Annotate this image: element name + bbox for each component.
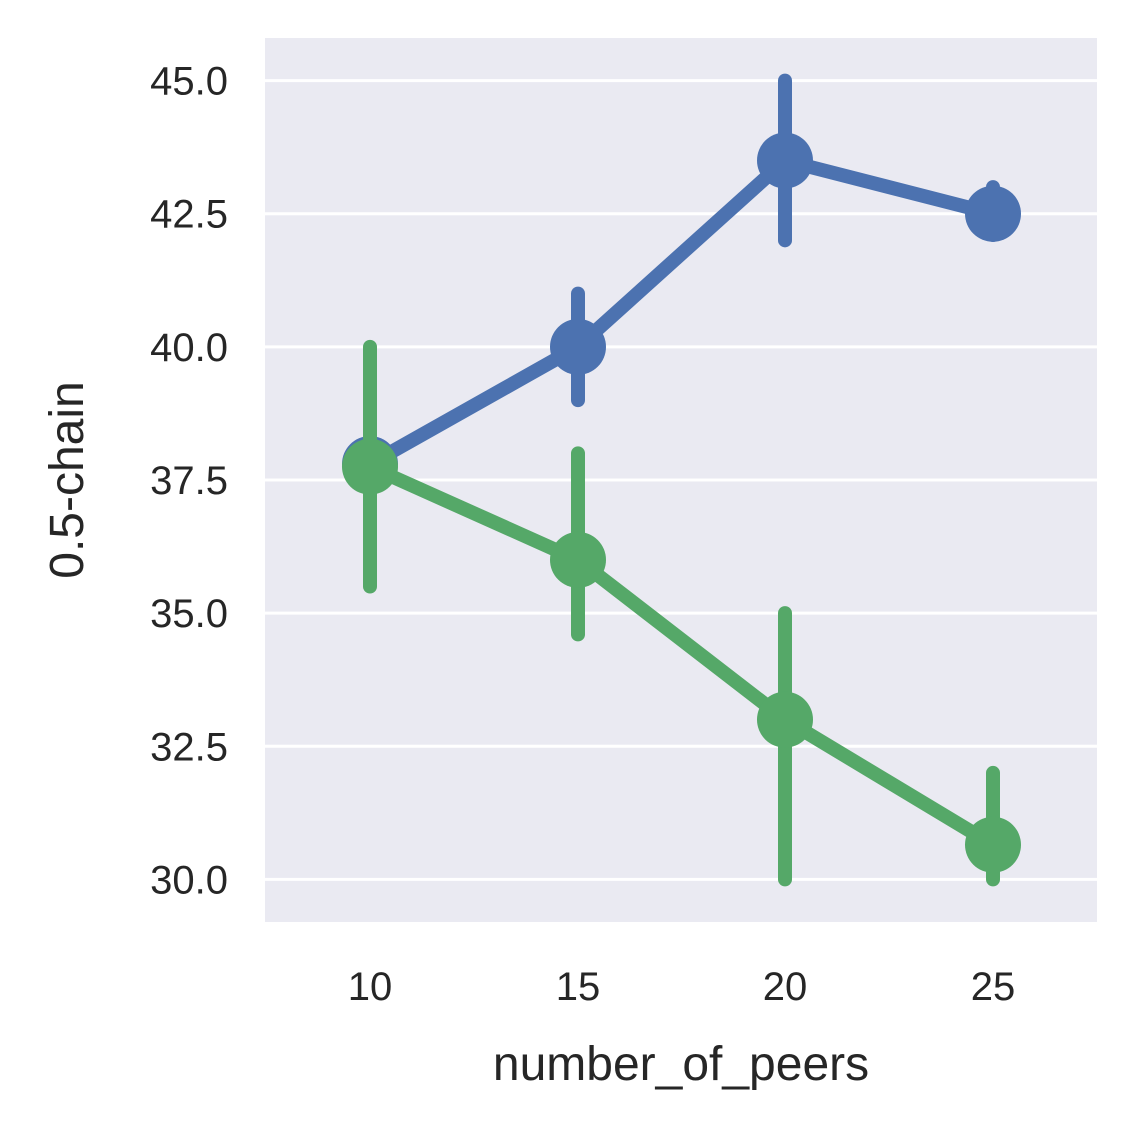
y-tick-label: 40.0: [150, 326, 228, 370]
data-point: [757, 132, 813, 189]
series-line: [366, 153, 995, 471]
y-tick-label: 32.5: [150, 725, 228, 769]
x-axis-label: number_of_peers: [493, 1038, 869, 1091]
data-point: [550, 318, 606, 375]
x-tick-label: 25: [971, 965, 1016, 1009]
y-tick-label: 35.0: [150, 592, 228, 636]
data-point: [965, 816, 1021, 873]
x-tick-label: 15: [556, 965, 601, 1009]
x-tick-label: 10: [348, 965, 393, 1009]
y-tick-label: 37.5: [150, 459, 228, 503]
series-layer: [342, 73, 1021, 887]
y-axis-label: 0.5-chain: [41, 381, 94, 578]
data-point: [965, 185, 1021, 242]
y-tick-label: 45.0: [150, 60, 228, 104]
data-point: [342, 438, 398, 495]
x-tick-labels: 10 15 20 25: [348, 965, 1016, 1009]
y-tick-labels: 30.0 32.5 35.0 37.5 40.0 42.5 45.0: [150, 60, 228, 903]
x-tick-label: 20: [763, 965, 808, 1009]
y-tick-label: 30.0: [150, 858, 228, 902]
data-point: [550, 531, 606, 588]
series-line: [367, 460, 997, 851]
series-2: [342, 339, 1021, 887]
y-tick-label: 42.5: [150, 193, 228, 237]
data-point: [757, 691, 813, 748]
